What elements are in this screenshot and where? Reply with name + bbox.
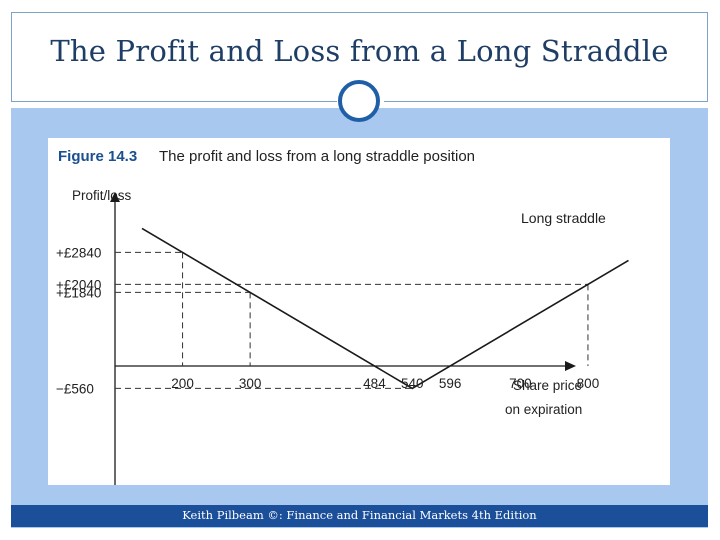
y-axis-arrow-icon [110,192,120,202]
x-axis-arrow-icon [565,361,576,371]
y-axis-label: Profit/loss [72,188,132,203]
figure-label: Figure 14.3 [58,148,137,165]
x-tick-label: 596 [439,376,462,391]
x-tick-label: 200 [171,376,194,391]
figure-box: Figure 14.3 The profit and loss from a l… [48,138,670,485]
y-tick-label: +£2840 [56,245,101,260]
plot-area: +£2840 +£2040+£1840 −£560 200 300 484 540 596 70… [56,192,629,485]
x-tick-label: 540 [401,376,424,391]
series-label: Long straddle [521,210,606,226]
figure-caption: The profit and loss from a long straddle… [159,148,475,165]
title-divider-right [384,101,708,102]
footer-bar [11,505,708,527]
x-tick-label: 700 [509,376,532,391]
x-tick-label: 800 [577,376,600,391]
x-tick-label: 484 [363,376,386,391]
circle-ornament-icon [338,80,380,122]
y-tick-label: +£1840 [56,285,101,300]
title-divider-left [11,101,337,102]
y-tick-label: +£2040 [56,277,101,292]
x-axis-label-line2: on expiration [505,402,582,417]
x-axis-label-line1: Share price [513,378,582,393]
footer-text: Keith Pilbeam ©: Finance and Financial M… [182,508,537,522]
chart-svg: Figure 14.3 The profit and loss from a l… [56,148,629,485]
slide-title: The Profit and Loss from a Long Straddle [50,34,669,68]
y-tick-label: −£560 [56,381,94,396]
series-line-long-straddle [141,227,629,390]
x-tick-label: 300 [239,376,262,391]
